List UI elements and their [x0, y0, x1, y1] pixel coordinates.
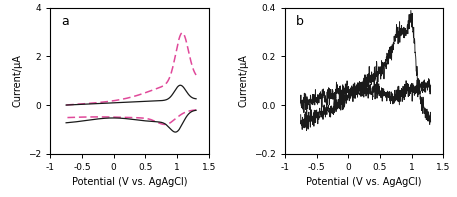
Text: a: a — [61, 15, 69, 28]
Y-axis label: Current/µA: Current/µA — [12, 54, 22, 107]
Y-axis label: Current/µA: Current/µA — [239, 54, 249, 107]
X-axis label: Potential (V vs. AgAgCl): Potential (V vs. AgAgCl) — [306, 177, 422, 187]
Text: b: b — [296, 15, 304, 28]
X-axis label: Potential (V vs. AgAgCl): Potential (V vs. AgAgCl) — [72, 177, 187, 187]
